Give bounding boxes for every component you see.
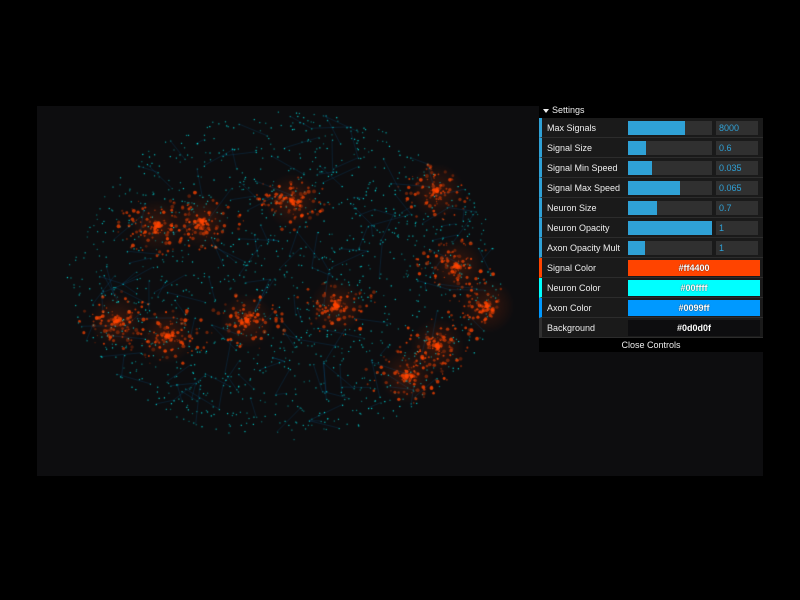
- signal-color-label: Signal Color: [547, 262, 597, 273]
- settings-folder-title[interactable]: Settings: [539, 102, 763, 118]
- signal-color-row: Signal Color #ff4400: [539, 258, 763, 278]
- neuron-size-label: Neuron Size: [547, 202, 597, 213]
- signal-min-speed-label: Signal Min Speed: [547, 162, 618, 173]
- neuron-color-row: Neuron Color #00ffff: [539, 278, 763, 298]
- signal-max-speed-row: Signal Max Speed 0.065: [539, 178, 763, 198]
- collapse-triangle-icon: [543, 108, 549, 113]
- max-signals-input[interactable]: 8000: [716, 120, 758, 135]
- neuron-size-input[interactable]: 0.7: [716, 200, 758, 215]
- signal-max-speed-input[interactable]: 0.065: [716, 180, 758, 195]
- axon-color-picker[interactable]: #0099ff: [628, 299, 760, 316]
- axon-opacity-mult-row: Axon Opacity Mult 1: [539, 238, 763, 258]
- signal-size-label: Signal Size: [547, 142, 593, 153]
- neuron-opacity-slider[interactable]: [628, 220, 712, 235]
- neuron-size-slider[interactable]: [628, 200, 712, 215]
- axon-color-row: Axon Color #0099ff: [539, 298, 763, 318]
- signal-min-speed-slider[interactable]: [628, 160, 712, 175]
- max-signals-row: Max Signals 8000: [539, 118, 763, 138]
- neuron-size-row: Neuron Size 0.7: [539, 198, 763, 218]
- background-color-label: Background: [547, 322, 596, 333]
- max-signals-label: Max Signals: [547, 122, 597, 133]
- close-controls-button[interactable]: Close Controls: [539, 338, 763, 352]
- signal-size-input[interactable]: 0.6: [716, 140, 758, 155]
- signal-size-slider[interactable]: [628, 140, 712, 155]
- max-signals-slider[interactable]: [628, 120, 712, 135]
- neuron-color-label: Neuron Color: [547, 282, 601, 293]
- background-color-picker[interactable]: #0d0d0f: [628, 319, 760, 336]
- signal-max-speed-slider[interactable]: [628, 180, 712, 195]
- background-color-row: Background #0d0d0f: [539, 318, 763, 338]
- axon-opacity-mult-slider[interactable]: [628, 240, 712, 255]
- signal-min-speed-input[interactable]: 0.035: [716, 160, 758, 175]
- axon-opacity-mult-label: Axon Opacity Mult: [547, 242, 621, 253]
- neuron-color-picker[interactable]: #00ffff: [628, 279, 760, 296]
- axon-color-label: Axon Color: [547, 302, 592, 313]
- neuron-opacity-label: Neuron Opacity: [547, 222, 610, 233]
- neuron-opacity-row: Neuron Opacity 1: [539, 218, 763, 238]
- axon-opacity-mult-input[interactable]: 1: [716, 240, 758, 255]
- signal-max-speed-label: Signal Max Speed: [547, 182, 621, 193]
- settings-folder-label: Settings: [552, 105, 585, 115]
- signal-color-picker[interactable]: #ff4400: [628, 259, 760, 276]
- signal-min-speed-row: Signal Min Speed 0.035: [539, 158, 763, 178]
- settings-panel: Settings Max Signals 8000 Signal Size 0.…: [539, 102, 763, 352]
- signal-size-row: Signal Size 0.6: [539, 138, 763, 158]
- neuron-opacity-input[interactable]: 1: [716, 220, 758, 235]
